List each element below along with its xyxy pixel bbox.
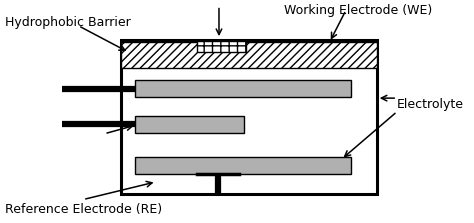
Bar: [121, 40, 377, 194]
Bar: [197, 41, 246, 52]
Text: Hydrophobic Barrier: Hydrophobic Barrier: [5, 16, 130, 29]
Bar: [121, 42, 377, 68]
Bar: [135, 157, 351, 174]
Text: Working Electrode (WE): Working Electrode (WE): [284, 4, 433, 17]
Text: Reference Electrode (RE): Reference Electrode (RE): [5, 203, 162, 216]
Bar: [135, 80, 351, 97]
Text: Electrolyte: Electrolyte: [397, 98, 464, 111]
Bar: [135, 116, 244, 133]
